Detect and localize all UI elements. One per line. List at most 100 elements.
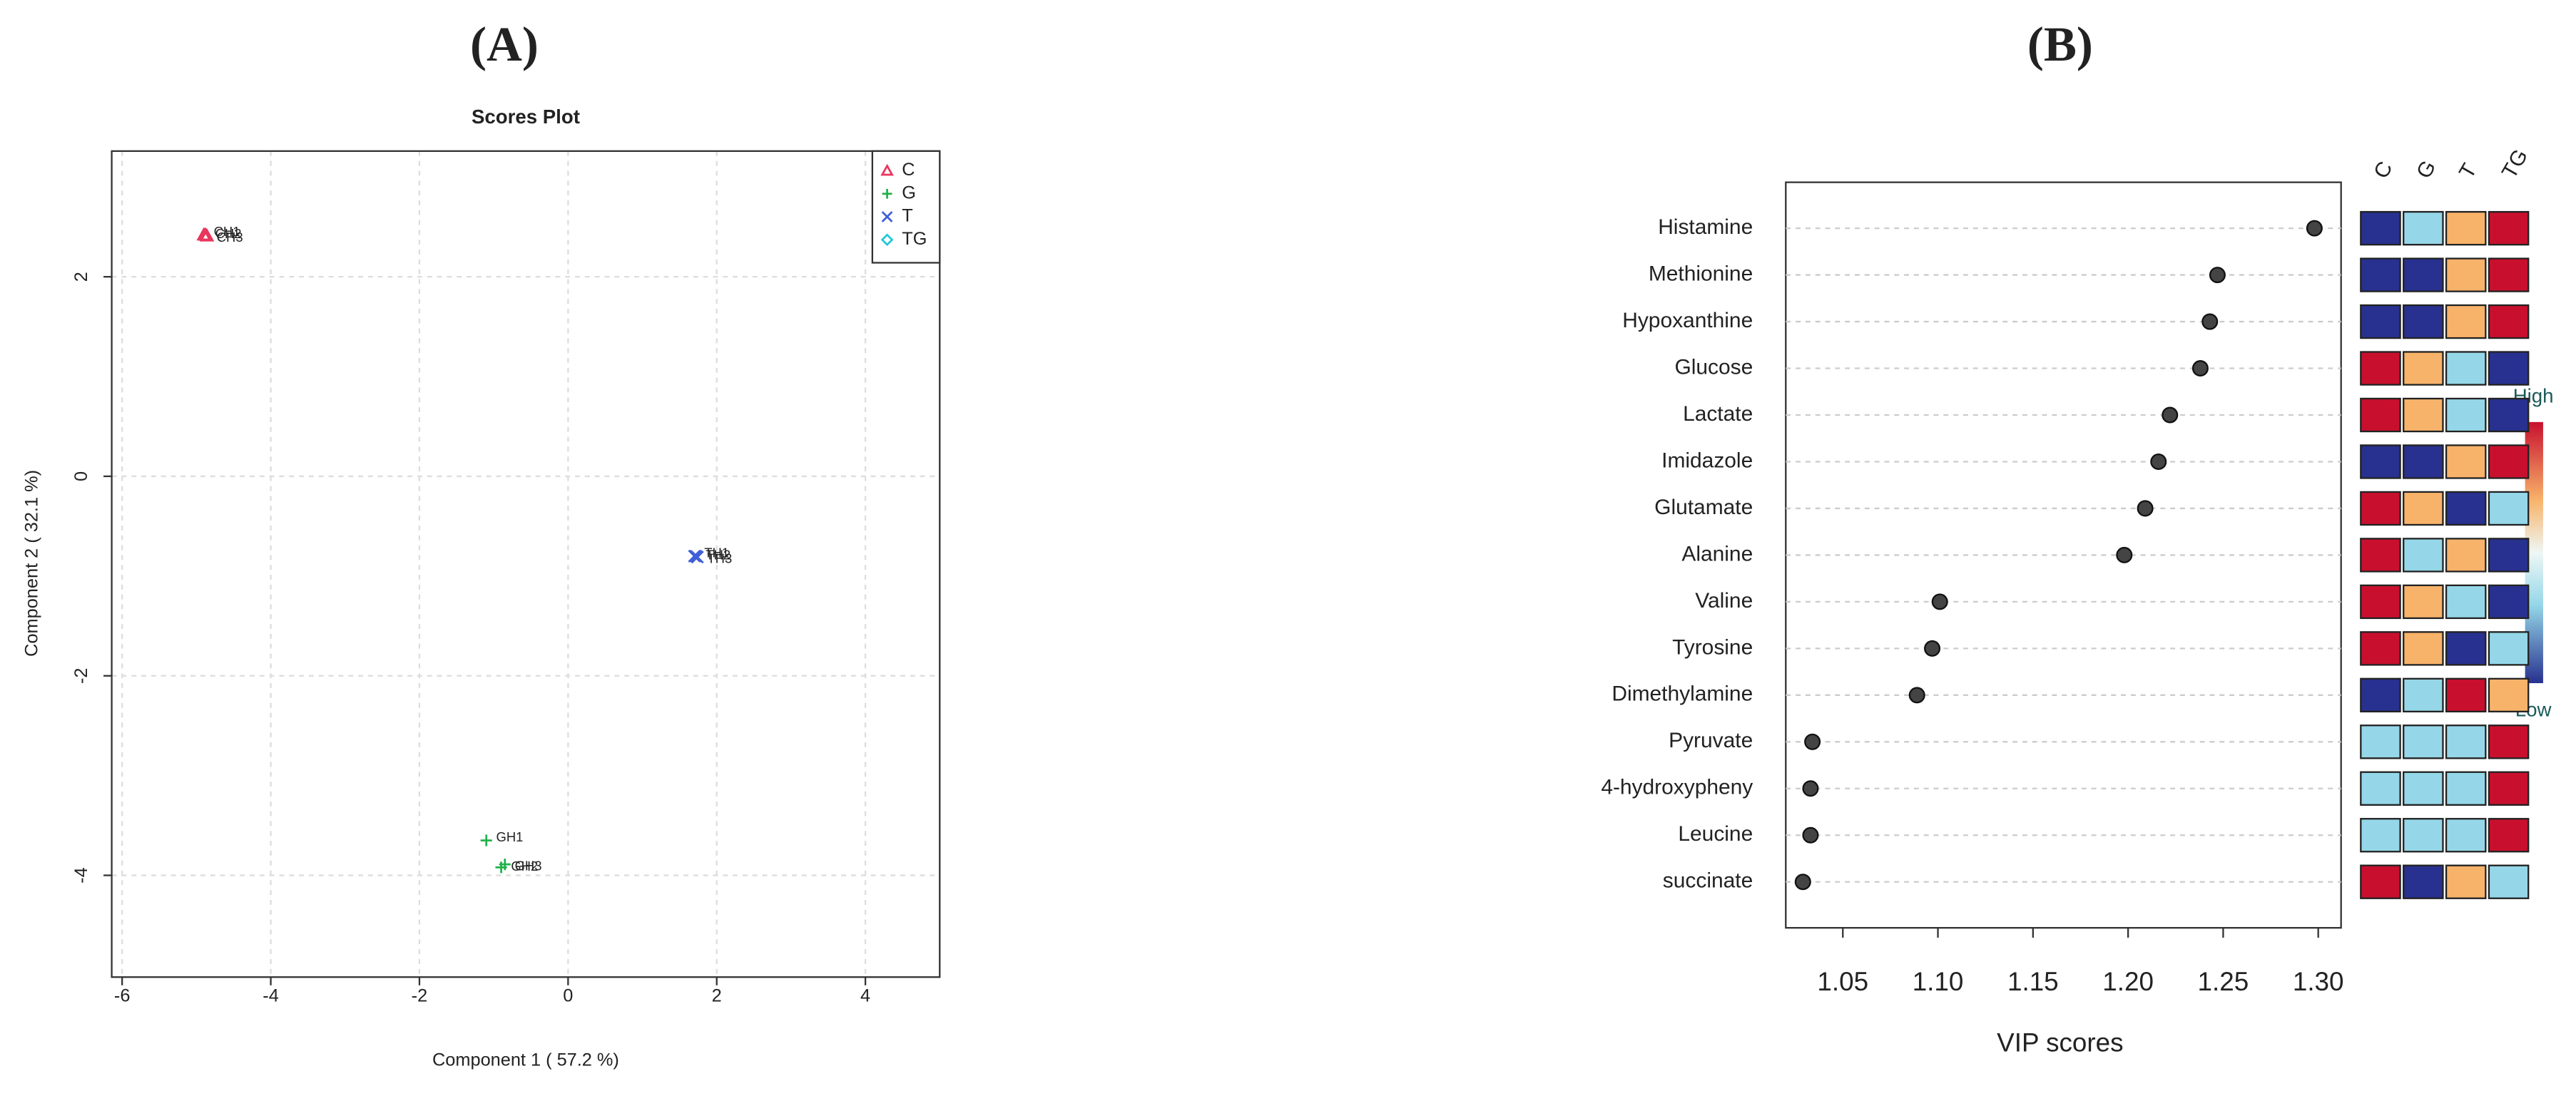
x-tick-label: 1.15	[2007, 967, 2059, 996]
heatmap-cell	[2488, 864, 2530, 899]
chart-title: Scores Plot	[472, 106, 580, 128]
y-tick-label: Dimethylamine	[1612, 682, 1753, 706]
y-tick-label: -4	[71, 867, 91, 884]
x-tick-label: 4	[860, 986, 870, 1006]
heatmap-cell	[2488, 538, 2530, 573]
heatmap-cell	[2403, 444, 2444, 479]
point	[688, 549, 701, 563]
heatmap-cell	[2360, 818, 2401, 853]
x-axis-label: Component 1 ( 57.2 %)	[432, 1050, 619, 1070]
point-label: CH1	[214, 224, 240, 239]
heatmap-cell	[2488, 304, 2530, 339]
heatmap-cell	[2360, 491, 2401, 526]
dot	[1804, 733, 1821, 750]
x-tick-label: -4	[263, 986, 279, 1006]
x-tick-label: 1.10	[1913, 967, 1964, 996]
y-tick-label: -2	[71, 667, 91, 684]
heatmap-cell	[2445, 724, 2487, 759]
heatmap-cell	[2403, 677, 2444, 713]
point-label: CH3	[217, 230, 243, 245]
heatmap-cell	[2360, 677, 2401, 713]
point-label: GH2	[511, 859, 538, 874]
y-tick-label: 2	[71, 272, 91, 282]
heatmap-cell	[2445, 864, 2487, 899]
dot	[1931, 593, 1948, 610]
x-tick-label: -6	[114, 986, 131, 1006]
heatmap-cell	[2445, 538, 2487, 573]
heatmap-cell	[2360, 771, 2401, 806]
y-tick-label: 0	[71, 471, 91, 481]
heatmap-cell	[2360, 210, 2401, 246]
heatmap-cell	[2488, 491, 2530, 526]
y-tick-label: Histamine	[1658, 215, 1753, 239]
heatmap-cell	[2360, 584, 2401, 620]
x-tick-label: 2	[712, 986, 722, 1006]
heatmap-column-label: G	[2412, 157, 2440, 183]
heatmap-cell	[2445, 677, 2487, 713]
heatmap-cell	[2403, 491, 2444, 526]
heatmap-cell	[2488, 351, 2530, 386]
heatmap-cell	[2445, 257, 2487, 292]
heatmap-cell	[2488, 724, 2530, 759]
heatmap-cell	[2403, 210, 2444, 246]
heatmap-cell	[2360, 538, 2401, 573]
dot	[2116, 546, 2133, 563]
heatmap-cell	[2445, 304, 2487, 339]
panel-label: (B)	[2027, 16, 2093, 71]
y-tick-label: Glutamate	[1654, 496, 1753, 519]
heatmap-cell	[2445, 771, 2487, 806]
heatmap-column-label: C	[2369, 158, 2397, 183]
heatmap-cell	[2360, 304, 2401, 339]
y-tick-label: Methionine	[1649, 262, 1753, 285]
heatmap-cell	[2445, 351, 2487, 386]
heatmap-cell	[2488, 818, 2530, 853]
legend-label: C	[902, 160, 915, 180]
legend-label: G	[902, 183, 916, 203]
heatmap-cell	[2488, 257, 2530, 292]
x-tick-label: -2	[412, 986, 428, 1006]
dot	[1802, 826, 1819, 844]
heatmap-cell	[2360, 397, 2401, 433]
heatmap-cell	[2403, 724, 2444, 759]
dot	[2150, 453, 2167, 470]
heatmap-cell	[2488, 397, 2530, 433]
heatmap-cell	[2403, 257, 2444, 292]
heatmap-cell	[2488, 677, 2530, 713]
heatmap-cell	[2360, 257, 2401, 292]
heatmap-cell	[2403, 397, 2444, 433]
dot	[2191, 360, 2209, 377]
heatmap-cell	[2403, 304, 2444, 339]
dot	[2162, 406, 2179, 424]
y-tick-label: Leucine	[1678, 822, 1753, 846]
x-tick-label: 1.20	[2102, 967, 2154, 996]
x-tick-label: 0	[563, 986, 573, 1006]
x-tick-label: 1.05	[1817, 967, 1868, 996]
heatmap-cell	[2360, 864, 2401, 899]
heatmap-cell	[2360, 631, 2401, 666]
dot	[1794, 874, 1811, 891]
heatmap-cell	[2403, 771, 2444, 806]
y-tick-label: 4-hydroxypheny	[1601, 776, 1753, 799]
point-label: TH1	[704, 545, 729, 560]
panel-label: (A)	[470, 16, 539, 71]
legend-label: TG	[902, 229, 927, 249]
x-tick-label: 1.25	[2198, 967, 2249, 996]
y-tick-label: Valine	[1695, 589, 1753, 613]
heatmap-column-label: TG	[2498, 145, 2532, 183]
heatmap-cell	[2488, 584, 2530, 620]
legend-label: T	[902, 206, 912, 226]
point	[480, 834, 492, 846]
point-label: CH2	[215, 226, 242, 241]
dot	[2306, 220, 2323, 237]
legend-marker	[882, 188, 892, 199]
dot	[1802, 780, 1819, 797]
plot-frame	[111, 150, 941, 978]
y-tick-label: succinate	[1663, 869, 1753, 893]
y-tick-label: Glucose	[1674, 355, 1753, 379]
point-label: GH3	[515, 858, 542, 873]
y-tick-label: Pyruvate	[1669, 729, 1753, 752]
heatmap-cell	[2403, 818, 2444, 853]
point-label: GH1	[497, 829, 524, 844]
y-tick-label: Lactate	[1683, 402, 1753, 426]
point	[691, 550, 704, 564]
